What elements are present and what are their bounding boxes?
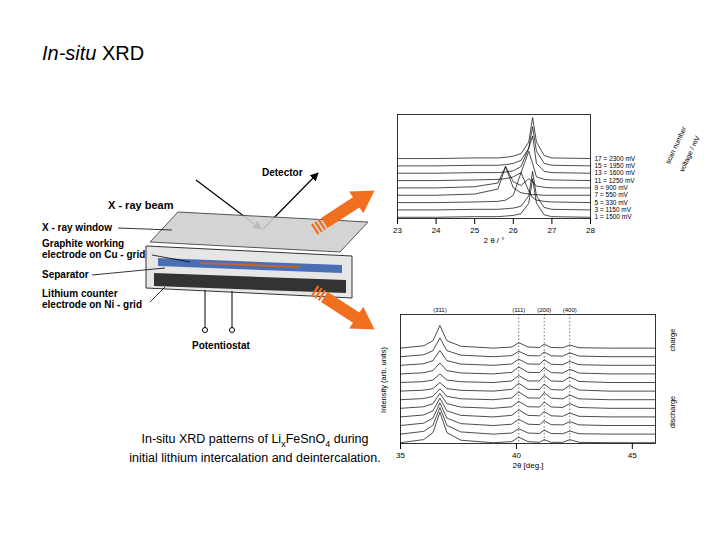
svg-text:35: 35 <box>396 451 405 460</box>
svg-text:Detector: Detector <box>262 167 303 178</box>
svg-text:Lithium counter: Lithium counter <box>42 288 118 299</box>
svg-text:45: 45 <box>628 451 637 460</box>
svg-text:X - ray window: X - ray window <box>42 222 112 233</box>
svg-text:2θ [deg.]: 2θ [deg.] <box>512 461 543 470</box>
svg-text:40: 40 <box>512 451 521 460</box>
html-text:In-situ XRD patterns of LixFeS: In-situ XRD patterns of LixFeSnO4during <box>141 432 369 449</box>
svg-text:24: 24 <box>432 226 441 235</box>
html-text:In-situ XRD: In-situ XRD <box>42 42 145 64</box>
svg-text:9 = 900 mV: 9 = 900 mV <box>595 184 629 191</box>
svg-text:26: 26 <box>509 226 518 235</box>
html-text:discharge: discharge <box>667 395 677 429</box>
svg-text:15 = 1950 mV: 15 = 1950 mV <box>595 162 636 169</box>
svg-text:3 = 1150 mV: 3 = 1150 mV <box>595 206 632 213</box>
html-text:voltage / mV: voltage / mV <box>678 134 701 173</box>
svg-text:7 = 550 mV: 7 = 550 mV <box>595 191 629 198</box>
svg-text:2 θ / °: 2 θ / ° <box>484 236 505 245</box>
svg-text:25: 25 <box>470 226 479 235</box>
svg-text:13 = 1600 mV: 13 = 1600 mV <box>595 169 636 176</box>
html-text:Intensity (arb. units): Intensity (arb. units) <box>378 347 388 413</box>
svg-text:28: 28 <box>586 226 595 235</box>
svg-text:17 = 2300 mV: 17 = 2300 mV <box>595 155 636 162</box>
html-text:charge: charge <box>667 328 677 352</box>
svg-text:27: 27 <box>547 226 556 235</box>
svg-text:electrode on Ni - grid: electrode on Ni - grid <box>42 299 142 310</box>
svg-text:5 = 330 mV: 5 = 330 mV <box>595 199 629 206</box>
svg-text:electrode on Cu - grid: electrode on Cu - grid <box>42 249 145 260</box>
svg-text:Graphite working: Graphite working <box>42 238 124 249</box>
svg-text:(200): (200) <box>537 307 551 313</box>
html-text:initial lithium intercalation: initial lithium intercalation and deinte… <box>129 451 381 465</box>
svg-text:11 = 1250 mV: 11 = 1250 mV <box>595 177 636 184</box>
svg-text:23: 23 <box>393 226 402 235</box>
svg-text:Potentiostat: Potentiostat <box>192 340 250 351</box>
svg-text:Separator: Separator <box>42 269 89 280</box>
svg-text:(400): (400) <box>563 307 577 313</box>
html-text:scan number: scan number <box>664 125 688 165</box>
svg-text:1 = 1500 mV: 1 = 1500 mV <box>595 213 633 220</box>
svg-text:(311): (311) <box>433 307 447 313</box>
svg-text:X - ray beam: X - ray beam <box>108 199 174 211</box>
svg-text:(111): (111) <box>512 307 525 313</box>
